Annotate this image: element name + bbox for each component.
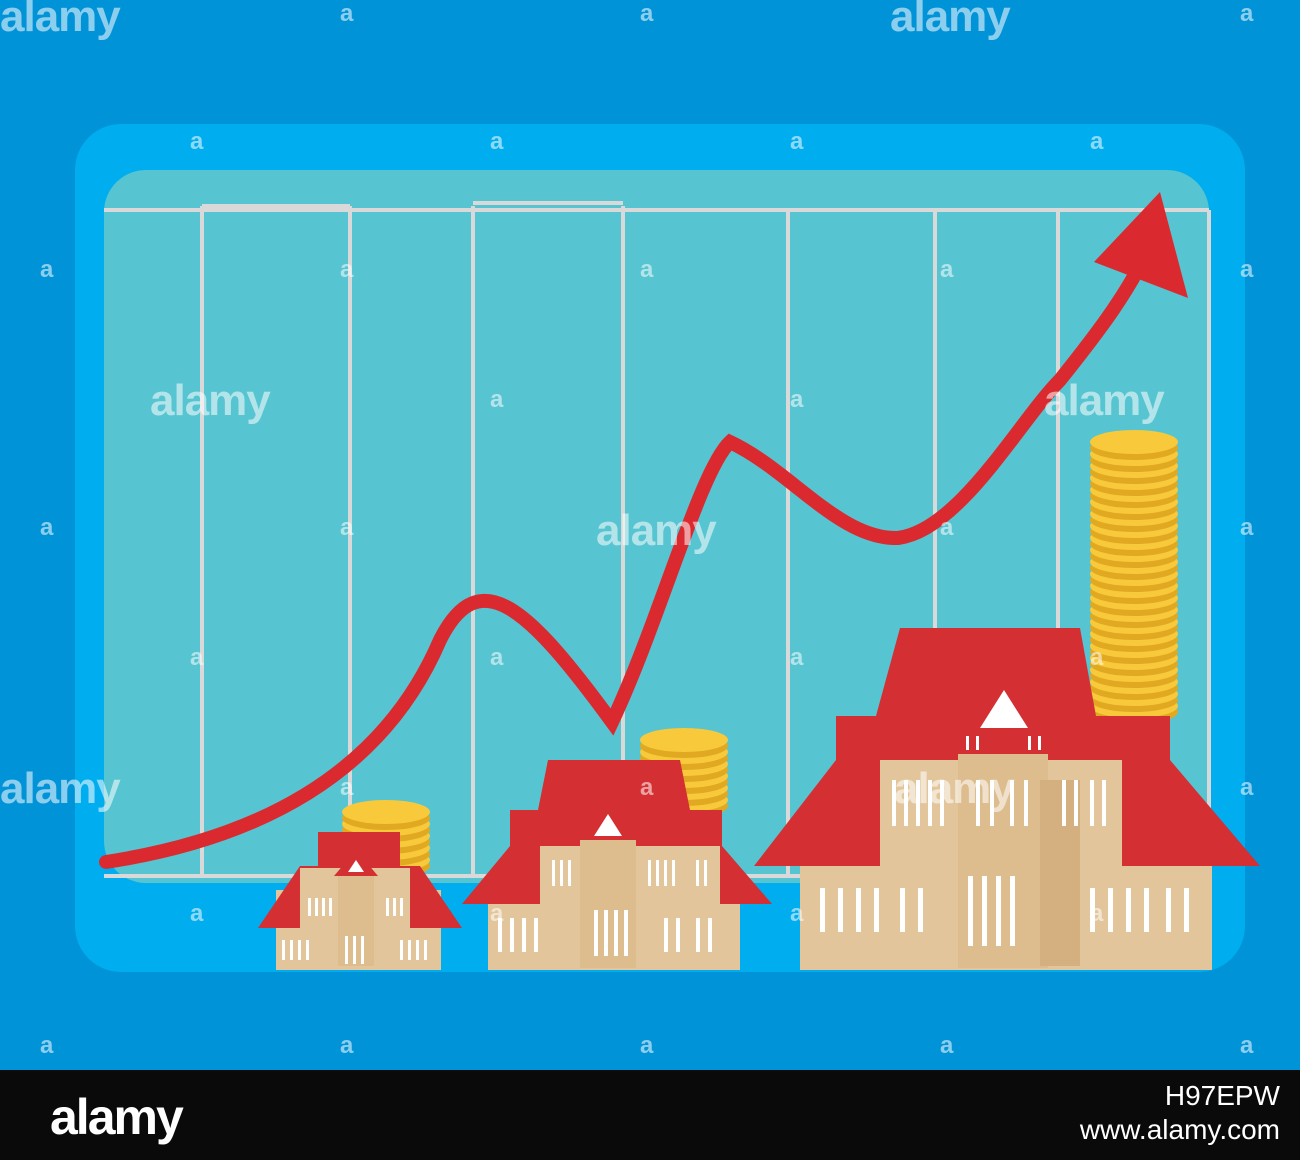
watermark-letter: a (1240, 256, 1253, 283)
watermark-letter: a (190, 128, 203, 155)
footer-logo: alamy (50, 1089, 184, 1145)
house-icon-small (258, 832, 462, 970)
watermark-letter: a (490, 386, 503, 413)
watermark-letter: a (640, 774, 653, 801)
watermark-letter: a (340, 256, 353, 283)
watermark-text: alamy (0, 764, 121, 813)
watermark-letter: a (1090, 900, 1103, 927)
watermark-text: alamy (596, 506, 717, 555)
watermark-letter: a (340, 1032, 353, 1059)
watermark-letter: a (340, 514, 353, 541)
watermark-text: alamy (894, 764, 1015, 813)
image-id: H97EPW (1164, 1080, 1280, 1111)
house-icon-medium (462, 760, 772, 970)
coin-stack-large (1090, 430, 1178, 724)
watermark-letter: a (40, 514, 53, 541)
watermark-letter: a (490, 644, 503, 671)
watermark-letter: a (1240, 774, 1253, 801)
illustration: alamy alamy alamy alamy alamy alamy alam… (0, 0, 1300, 1070)
watermark-letter: a (340, 0, 353, 27)
watermark-letter: a (40, 1032, 53, 1059)
rising-arrow-icon (99, 192, 1188, 869)
watermark-letter: a (1090, 644, 1103, 671)
watermark-letter: a (640, 256, 653, 283)
stock-footer-bar: alamy H97EPW www.alamy.com (0, 1070, 1300, 1160)
watermark-letter: a (490, 900, 503, 927)
watermark-text: alamy (150, 376, 271, 425)
watermark-letter: a (790, 386, 803, 413)
footer-url: www.alamy.com (1079, 1114, 1280, 1145)
watermark-letter: a (40, 256, 53, 283)
watermark-letter: a (640, 1032, 653, 1059)
watermark-text: alamy (890, 0, 1011, 41)
watermark-letter: a (340, 774, 353, 801)
house-price-growth-artwork (75, 124, 1260, 972)
watermark-letter: a (640, 0, 653, 27)
watermark-letter: a (940, 1032, 953, 1059)
watermark-letter: a (790, 900, 803, 927)
watermark-letter: a (190, 900, 203, 927)
watermark-letter: a (940, 514, 953, 541)
watermark-letter: a (190, 644, 203, 671)
watermark-letter: a (1090, 128, 1103, 155)
watermark-letter: a (1240, 1032, 1253, 1059)
watermark-letter: a (790, 644, 803, 671)
watermark-letter: a (940, 256, 953, 283)
watermark-letter: a (490, 128, 503, 155)
watermark-letter: a (790, 128, 803, 155)
watermark-text: alamy (0, 0, 121, 41)
house-icon-large (754, 628, 1260, 970)
watermark-text: alamy (1044, 376, 1165, 425)
watermark-letter: a (1240, 0, 1253, 27)
watermark-letter: a (1240, 514, 1253, 541)
